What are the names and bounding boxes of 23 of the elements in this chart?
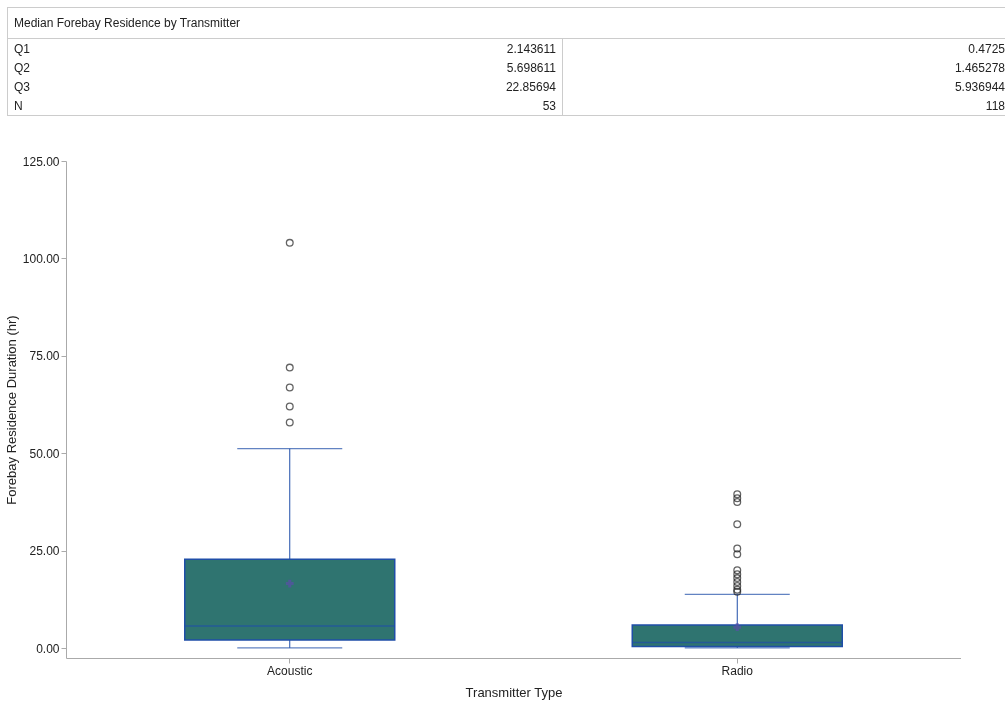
y-tick-label: 100.00 xyxy=(22,251,60,266)
y-tick-label: 50.00 xyxy=(29,446,60,461)
text: Q3 xyxy=(13,78,31,96)
text: N xyxy=(13,97,24,115)
text: Q2 xyxy=(13,59,31,77)
y-tick-label: 75.00 xyxy=(29,349,60,364)
y-axis-title: Forebay Residence Duration (hr) xyxy=(3,315,19,505)
text: 22.85694 xyxy=(80,77,563,96)
y-tick-label: 125.00 xyxy=(22,154,60,169)
text: 53 xyxy=(80,96,563,116)
x-tick-label: Radio xyxy=(721,663,754,678)
x-axis-title: Transmitter Type xyxy=(465,684,563,700)
text: 118 xyxy=(984,97,1005,115)
y-tick-label: 25.00 xyxy=(29,544,60,559)
text: 5.698611 xyxy=(80,58,563,77)
x-tick-label: Acoustic xyxy=(267,663,313,678)
y-tick-label: 0.00 xyxy=(36,641,60,656)
text: 0.4725 xyxy=(967,40,1005,58)
text: 1.465278 xyxy=(953,59,1005,77)
text: Q1 xyxy=(13,40,31,58)
text: 5.936944 xyxy=(953,78,1005,96)
text: 2.143611 xyxy=(80,38,563,58)
chart-title: Median Forebay Residence by Transmitter xyxy=(7,7,1005,39)
